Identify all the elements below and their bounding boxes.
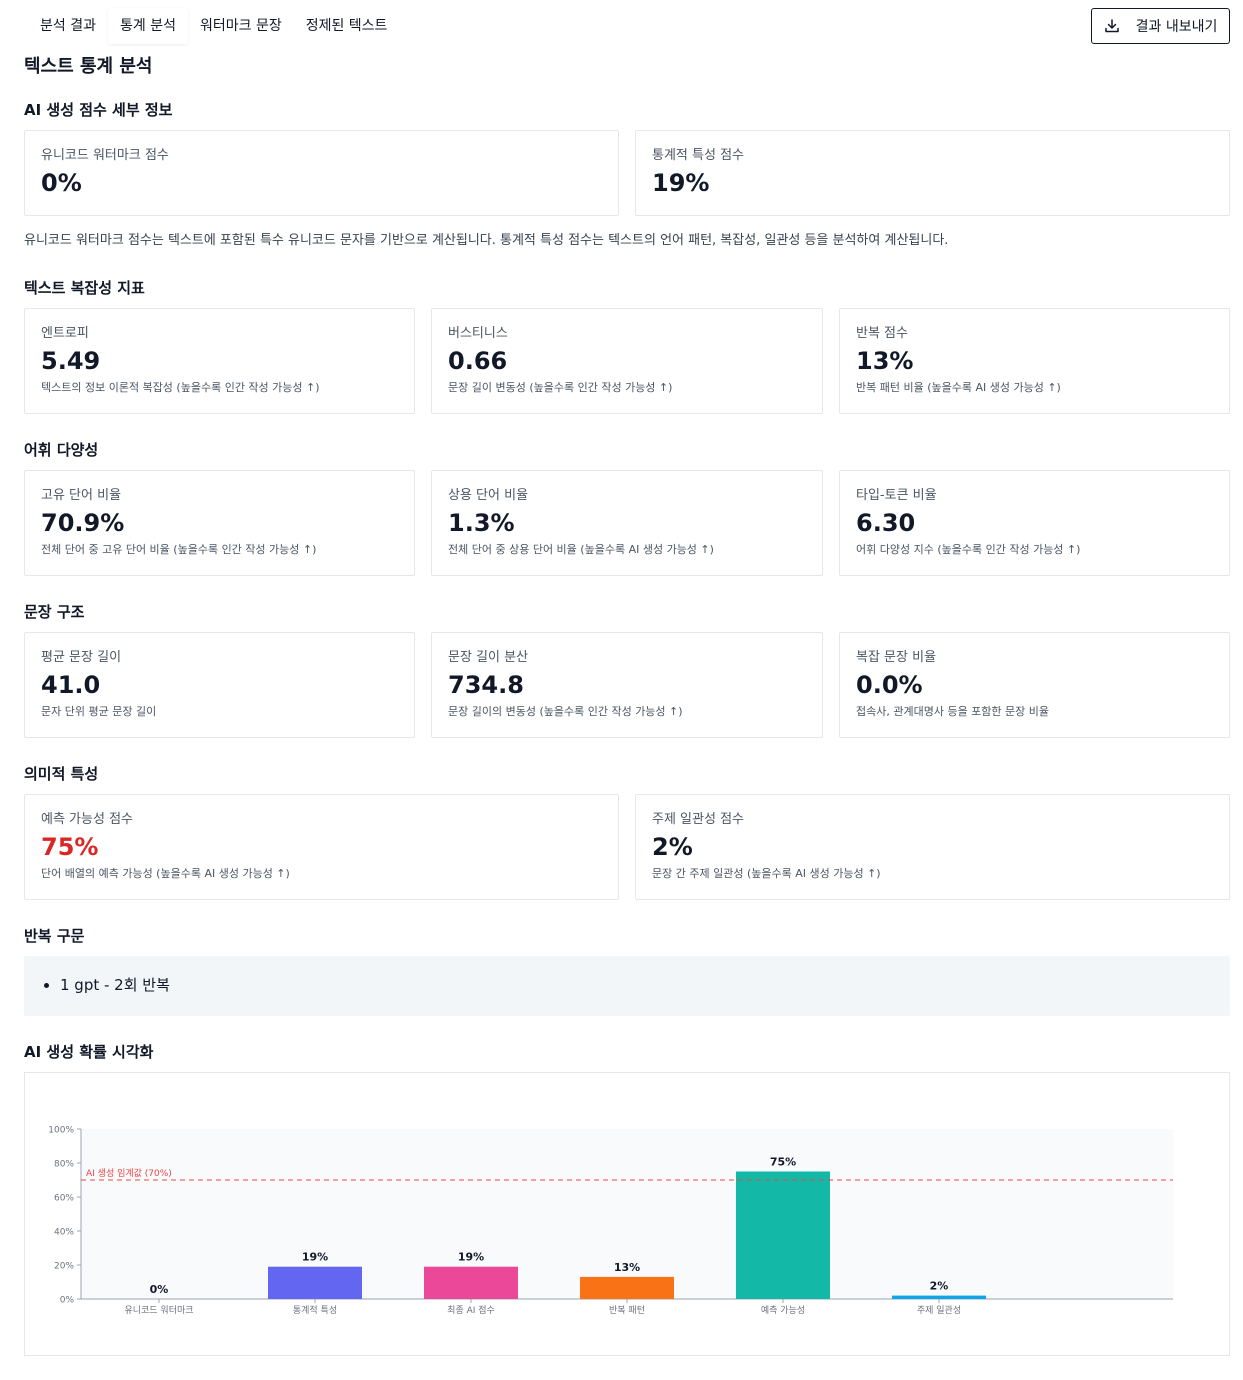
card-value: 6.30 — [856, 509, 916, 537]
card-value: 0.0% — [856, 671, 923, 699]
bar-3 — [580, 1276, 674, 1299]
export-results-button[interactable]: 결과 내보내기 — [1091, 8, 1230, 44]
card-value: 734.8 — [448, 671, 524, 699]
threshold-label: AI 생성 임계값 (70%) — [86, 1167, 172, 1179]
card-description: 반복 패턴 비율 (높을수록 AI 생성 가능성 ↑) — [856, 381, 1061, 394]
card-label: 버스티니스 — [448, 326, 508, 341]
bar-value-label: 19% — [302, 1251, 328, 1264]
card-value: 41.0 — [41, 671, 101, 699]
card-predictability-score: 예측 가능성 점수 75% 단어 배열의 예측 가능성 (높을수록 AI 생성 … — [24, 794, 619, 900]
y-tick-label: 100% — [48, 1126, 74, 1136]
x-tick-label: 유니코드 워터마크 — [124, 1305, 193, 1316]
card-label: 복잡 문장 비율 — [856, 650, 937, 665]
card-label: 예측 가능성 점수 — [41, 812, 133, 827]
y-tick-label: 40% — [54, 1228, 74, 1238]
card-label: 상용 단어 비율 — [448, 488, 529, 503]
card-description: 어휘 다양성 지수 (높을수록 인간 작성 가능성 ↑) — [856, 543, 1081, 556]
x-tick-label: 주제 일관성 — [917, 1305, 961, 1316]
card-description: 문장 길이의 변동성 (높을수록 인간 작성 가능성 ↑) — [448, 705, 683, 718]
section-title-ai-score: AI 생성 점수 세부 정보 — [24, 101, 173, 119]
card-description: 단어 배열의 예측 가능성 (높을수록 AI 생성 가능성 ↑) — [41, 867, 290, 880]
card-burstiness: 버스티니스 0.66 문장 길이 변동성 (높을수록 인간 작성 가능성 ↑) — [431, 308, 823, 414]
card-value: 0% — [41, 169, 82, 197]
score-explanation-note: 유니코드 워터마크 점수는 텍스트에 포함된 특수 유니코드 문자를 기반으로 … — [24, 233, 949, 248]
card-description: 텍스트의 정보 이론적 복잡성 (높을수록 인간 작성 가능성 ↑) — [41, 381, 320, 394]
bar-value-label: 75% — [770, 1156, 796, 1169]
tab-watermark-sentences[interactable]: 워터마크 문장 — [199, 18, 282, 34]
card-value: 1.3% — [448, 509, 515, 537]
card-description: 전체 단어 중 고유 단어 비율 (높을수록 인간 작성 가능성 ↑) — [41, 543, 317, 556]
repeated-phrases-box: 1 gpt - 2회 반복 — [24, 956, 1230, 1016]
card-label: 타입-토큰 비율 — [856, 488, 937, 503]
chart-canvas: 0% 20% 40% 60% 80% 100% 0% 유니코드 워터마크 19% 통계적 특성 19… — [48, 1126, 1173, 1316]
repeated-phrases-list: 1 gpt - 2회 반복 — [60, 975, 170, 995]
section-title-repeats: 반복 구문 — [24, 927, 85, 945]
card-label: 엔트로피 — [41, 326, 89, 341]
section-title-chart: AI 생성 확률 시각화 — [24, 1043, 154, 1061]
card-label: 문장 길이 분산 — [448, 650, 529, 665]
card-label: 평균 문장 길이 — [41, 650, 122, 665]
card-value: 75% — [41, 833, 99, 861]
card-value: 2% — [652, 833, 693, 861]
page-title: 텍스트 통계 분석 — [24, 56, 153, 77]
card-label: 유니코드 워터마크 점수 — [41, 148, 169, 163]
section-title-semantic: 의미적 특성 — [24, 765, 99, 783]
card-value: 5.49 — [41, 347, 101, 375]
card-unicode-watermark-score: 유니코드 워터마크 점수 0% — [24, 130, 619, 216]
tab-analysis-result[interactable]: 분석 결과 — [40, 18, 96, 34]
list-item: 1 gpt - 2회 반복 — [60, 975, 170, 995]
card-sentence-length-variance: 문장 길이 분산 734.8 문장 길이의 변동성 (높을수록 인간 작성 가능… — [431, 632, 823, 738]
card-value: 19% — [652, 169, 710, 197]
card-description: 문장 간 주제 일관성 (높을수록 AI 생성 가능성 ↑) — [652, 867, 881, 880]
card-statistical-score: 통계적 특성 점수 19% — [635, 130, 1230, 216]
section-title-vocabulary: 어휘 다양성 — [24, 441, 99, 459]
x-tick-label: 예측 가능성 — [761, 1305, 805, 1316]
ai-probability-chart: 0% 20% 40% 60% 80% 100% 0% 유니코드 워터마크 19% 통계적 특성 19… — [24, 1072, 1230, 1356]
top-bar: 분석 결과 통계 분석 워터마크 문장 정제된 텍스트 결과 내보내기 — [0, 0, 1243, 50]
card-value: 13% — [856, 347, 914, 375]
card-label: 통계적 특성 점수 — [652, 148, 744, 163]
y-tick-label: 0% — [60, 1296, 75, 1306]
bar-value-label: 0% — [150, 1283, 169, 1296]
card-entropy: 엔트로피 5.49 텍스트의 정보 이론적 복잡성 (높을수록 인간 작성 가능… — [24, 308, 415, 414]
bar-value-label: 13% — [614, 1261, 640, 1274]
card-label: 주제 일관성 점수 — [652, 812, 744, 827]
y-tick-label: 80% — [54, 1160, 74, 1170]
card-label: 고유 단어 비율 — [41, 488, 122, 503]
x-tick-label: 최종 AI 점수 — [447, 1304, 495, 1316]
card-average-sentence-length: 평균 문장 길이 41.0 문자 단위 평균 문장 길이 — [24, 632, 415, 738]
x-tick-label: 통계적 특성 — [293, 1304, 337, 1316]
card-common-word-ratio: 상용 단어 비율 1.3% 전체 단어 중 상용 단어 비율 (높을수록 AI … — [431, 470, 823, 576]
card-description: 문장 길이 변동성 (높을수록 인간 작성 가능성 ↑) — [448, 381, 673, 394]
bar-1 — [268, 1266, 362, 1299]
plot-area — [81, 1129, 1173, 1299]
y-tick-label: 20% — [54, 1262, 74, 1272]
card-description: 전체 단어 중 상용 단어 비율 (높을수록 AI 생성 가능성 ↑) — [448, 543, 714, 556]
card-repetition-score: 반복 점수 13% 반복 패턴 비율 (높을수록 AI 생성 가능성 ↑) — [839, 308, 1230, 414]
export-button-label: 결과 내보내기 — [1135, 19, 1218, 35]
card-description: 문자 단위 평균 문장 길이 — [41, 705, 157, 718]
card-topic-coherence-score: 주제 일관성 점수 2% 문장 간 주제 일관성 (높을수록 AI 생성 가능성… — [635, 794, 1230, 900]
tab-statistics[interactable]: 통계 분석 — [107, 8, 188, 44]
card-description: 접속사, 관계대명사 등을 포함한 문장 비율 — [856, 705, 1050, 718]
bar-5 — [892, 1295, 986, 1299]
card-value: 0.66 — [448, 347, 508, 375]
card-complex-sentence-ratio: 복잡 문장 비율 0.0% 접속사, 관계대명사 등을 포함한 문장 비율 — [839, 632, 1230, 738]
tab-cleaned-text[interactable]: 정제된 텍스트 — [305, 18, 388, 34]
section-title-complexity: 텍스트 복잡성 지표 — [24, 279, 145, 297]
card-unique-word-ratio: 고유 단어 비율 70.9% 전체 단어 중 고유 단어 비율 (높을수록 인간… — [24, 470, 415, 576]
card-value: 70.9% — [41, 509, 125, 537]
x-tick-label: 반복 패턴 — [609, 1305, 645, 1316]
bar-2 — [424, 1266, 518, 1299]
bar-4 — [736, 1171, 830, 1299]
card-type-token-ratio: 타입-토큰 비율 6.30 어휘 다양성 지수 (높을수록 인간 작성 가능성 … — [839, 470, 1230, 576]
y-tick-label: 60% — [54, 1194, 74, 1204]
card-label: 반복 점수 — [856, 326, 908, 341]
download-icon — [1104, 18, 1120, 34]
tab-list: 분석 결과 통계 분석 워터마크 문장 정제된 텍스트 — [28, 8, 399, 44]
bar-value-label: 19% — [458, 1251, 484, 1264]
bar-value-label: 2% — [930, 1280, 949, 1293]
section-title-sentence-structure: 문장 구조 — [24, 603, 85, 621]
